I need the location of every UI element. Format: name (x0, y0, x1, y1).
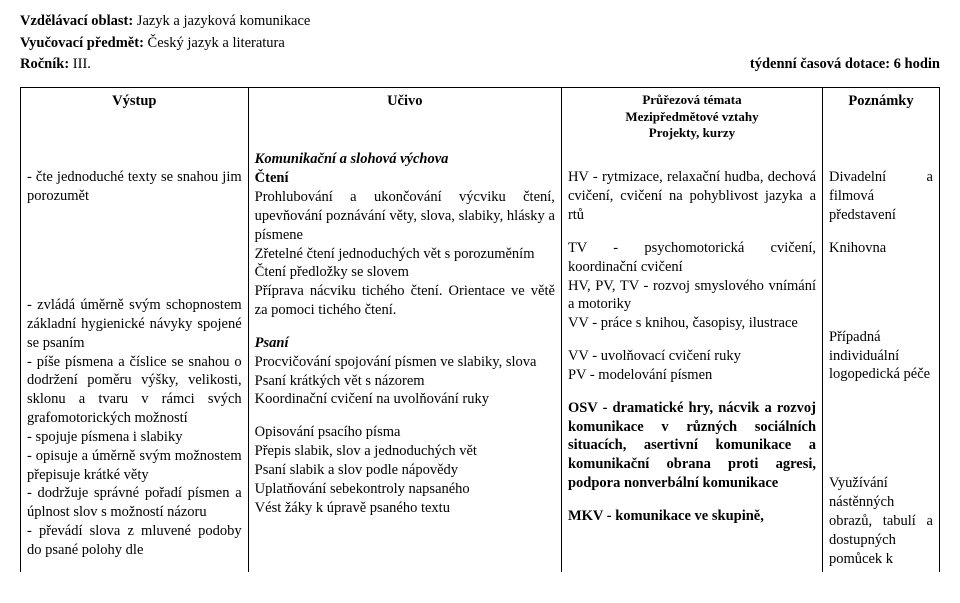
cross-line: VV - uvolňovací cvičení ruky (568, 347, 816, 366)
header-subject: Vyučovací předmět: Český jazyk a literat… (20, 34, 940, 54)
ucivo-subheading: Čtení (255, 169, 555, 188)
pozn-line: Využívání nástěnných obrazů, tabulí a do… (829, 474, 933, 568)
ucivo-line: Opisování psacího písma (255, 423, 555, 442)
col-cross-header: Průřezová témata Mezipředmětové vztahy P… (561, 87, 822, 146)
ucivo-line: Příprava nácviku tichého čtení. Orientac… (255, 282, 555, 320)
header-area: Vzdělávací oblast: Jazyk a jazyková komu… (20, 12, 940, 32)
cross-line: PV - modelování písmen (568, 366, 816, 385)
cross-line1: Průřezová témata (568, 92, 816, 109)
ucivo-line: Zřetelné čtení jednoduchých vět s porozu… (255, 245, 555, 264)
pozn-line: Knihovna (829, 239, 933, 258)
col-pozn-header: Poznámky (823, 87, 940, 146)
header-grade-row: Ročník: III. týdenní časová dotace: 6 ho… (20, 55, 940, 75)
cross-line3: Projekty, kurzy (568, 125, 816, 142)
subject-label: Vyučovací předmět: (20, 35, 144, 51)
vystup-cell: - čte jednoduché texty se snahou jim por… (21, 146, 249, 572)
ucivo-line: Čtení předložky se slovem (255, 263, 555, 282)
grade-label: Ročník: (20, 56, 69, 72)
ucivo-line: Psaní slabik a slov podle nápovědy (255, 461, 555, 480)
cross-line: MKV - komunikace ve skupině, (568, 507, 816, 526)
ucivo-line: Procvičování spojování písmen ve slabiky… (255, 353, 555, 372)
col-ucivo-header: Učivo (248, 87, 561, 146)
subject-value: Český jazyk a literatura (148, 35, 285, 51)
ucivo-line: Uplatňování sebekontroly napsaného (255, 480, 555, 499)
vystup-item: - spojuje písmena i slabiky (27, 428, 242, 447)
table-body-row: - čte jednoduché texty se snahou jim por… (21, 146, 940, 572)
ucivo-heading: Komunikační a slohová výchova (255, 150, 555, 169)
weekly-hours: týdenní časová dotace: 6 hodin (750, 55, 940, 75)
pozn-line: Případná individuální logopedická péče (829, 328, 933, 385)
cross-cell: HV - rytmizace, relaxační hudba, dechová… (561, 146, 822, 572)
grade-value: III. (73, 56, 91, 72)
cross-line: HV - rytmizace, relaxační hudba, dechová… (568, 168, 816, 225)
col-vystup-header: Výstup (21, 87, 249, 146)
vystup-item: - opisuje a úměrně svým možnostem přepis… (27, 447, 242, 485)
curriculum-table: Výstup Učivo Průřezová témata Mezipředmě… (20, 87, 940, 573)
ucivo-line: Vést žáky k úpravě psaného textu (255, 499, 555, 518)
cross-line: OSV - dramatické hry, nácvik a rozvoj ko… (568, 399, 816, 493)
cross-line: HV, PV, TV - rozvoj smyslového vnímání a… (568, 277, 816, 315)
table-header-row: Výstup Učivo Průřezová témata Mezipředmě… (21, 87, 940, 146)
ucivo-line: Psaní krátkých vět s názorem (255, 372, 555, 391)
cross-line: VV - práce s knihou, časopisy, ilustrace (568, 314, 816, 333)
ucivo-line: Přepis slabik, slov a jednoduchých vět (255, 442, 555, 461)
pozn-cell: Divadelní a filmová představení Knihovna… (823, 146, 940, 572)
vystup-item: - převádí slova z mluvené podoby do psan… (27, 522, 242, 560)
ucivo-line: Koordinační cvičení na uvolňování ruky (255, 390, 555, 409)
ucivo-subheading: Psaní (255, 334, 555, 353)
cross-line2: Mezipředmětové vztahy (568, 109, 816, 126)
vystup-item: - píše písmena a číslice se snahou o dod… (27, 353, 242, 428)
pozn-line: Divadelní a filmová představení (829, 168, 933, 225)
ucivo-cell: Komunikační a slohová výchova Čtení Proh… (248, 146, 561, 572)
vystup-item: - zvládá úměrně svým schopnostem základn… (27, 296, 242, 353)
ucivo-line: Prohlubování a ukončování výcviku čtení,… (255, 188, 555, 245)
vystup-item: - čte jednoduché texty se snahou jim por… (27, 168, 242, 206)
cross-line: TV - psychomotorická cvičení, koordinačn… (568, 239, 816, 277)
area-value: Jazyk a jazyková komunikace (137, 13, 311, 29)
area-label: Vzdělávací oblast: (20, 13, 133, 29)
vystup-item: - dodržuje správné pořadí písmen a úplno… (27, 484, 242, 522)
